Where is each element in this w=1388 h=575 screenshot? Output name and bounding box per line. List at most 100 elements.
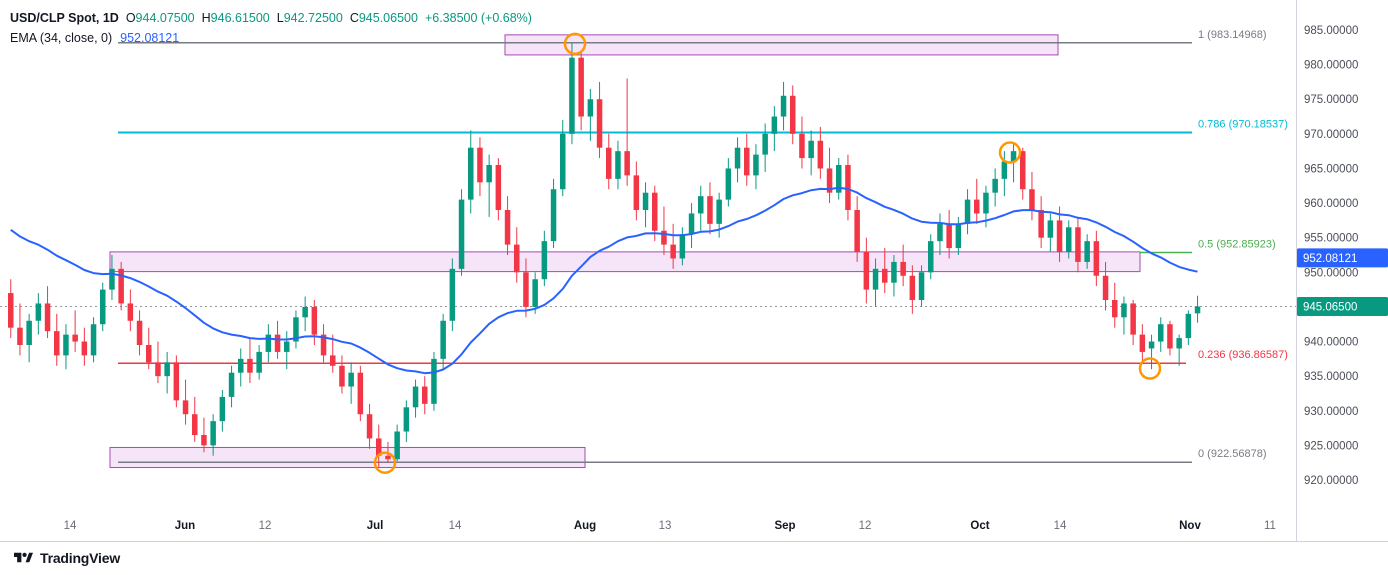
time-axis-day-label: 12 [259,520,272,532]
candle [753,144,759,190]
candle [403,400,410,442]
candle [17,303,23,356]
candle [90,317,97,363]
ema-indicator-label[interactable]: EMA (34, close, 0) [10,31,113,45]
candle [909,265,916,314]
circle-marker[interactable] [998,141,1022,164]
price-zone-rectangle[interactable] [109,446,586,469]
price-axis[interactable]: 985.00000 980.00000 975.00000 970.00000 965.… [1296,0,1388,541]
candle [817,126,824,179]
candle [1066,220,1072,259]
candle [468,130,474,214]
candle [247,338,253,384]
circle-marker[interactable] [563,32,587,56]
candle [357,365,364,422]
candle [320,324,327,363]
candle [569,42,575,145]
price-tick-label: 950.00000 [1304,267,1358,279]
candle [679,227,686,266]
candle [872,258,879,307]
candle [136,310,143,356]
price-tick-label: 925.00000 [1304,440,1358,452]
price-tick-label: 980.00000 [1304,60,1358,72]
candle [762,123,768,172]
time-axis-month-label: Jun [175,520,195,532]
candle [808,130,814,176]
time-axis-month-label: Oct [970,520,989,532]
candle [550,178,557,249]
candle [265,324,272,363]
ema-line-layer [10,186,1198,375]
low-value: 942.72500 [283,11,343,25]
candle [937,213,943,255]
time-axis-day-label: 11 [1264,520,1276,532]
price-zone-rectangle[interactable] [504,34,1059,56]
candle [164,351,170,394]
candle [127,289,134,332]
candle [1047,213,1054,252]
chart-area: 1 (983.14968) 0.786 (970.18537) 0.5 (952.8… [0,0,1388,541]
time-axis-day-label: 13 [659,520,672,532]
candle [35,293,42,335]
candle [449,258,456,332]
price-tick-label: 970.00000 [1304,129,1358,141]
candle [1121,296,1127,335]
candle [109,254,115,300]
time-axis[interactable]: 14 Jun 12 Jul 14 Aug 13 Sep 12 Oct 14 Nov 11 [64,520,1276,532]
ema-line[interactable] [10,186,1198,375]
candle [532,272,538,314]
price-badge: 945.06500 [1297,296,1388,316]
candle [955,216,962,255]
candle [54,313,60,366]
price-tick-label: 975.00000 [1304,94,1358,106]
circle-marker[interactable] [373,451,397,474]
candle [63,324,69,370]
candle [1084,234,1090,269]
candle [1176,334,1182,366]
candle [431,351,437,411]
candle [670,223,676,269]
open-value: 944.07500 [135,11,195,25]
candle [330,334,336,373]
candle [596,81,603,159]
candles-layer [8,42,1201,468]
tradingview-brand-text[interactable]: TradingView [40,550,121,566]
fib-labels-layer: 1 (983.14968) 0.786 (970.18537) 0.5 (952.8… [1198,29,1288,460]
candle [900,244,906,287]
svg-text:945.06500: 945.06500 [1303,301,1357,313]
footer-bar: TradingView [0,541,1388,574]
ema-indicator-value: 952.08121 [120,31,180,45]
candle [661,206,667,255]
candle [946,209,952,259]
candle [173,355,180,408]
candle [836,158,842,200]
candle [688,203,695,249]
candle [81,327,88,366]
candle [882,248,888,294]
candle [642,182,649,228]
low-label: L [276,11,284,25]
candle [201,417,207,453]
candle [302,296,308,332]
candle [1075,216,1081,273]
candle [799,116,805,169]
zones-layer [109,34,1141,469]
candle [311,299,318,345]
markers-layer [373,32,1162,474]
svg-text:952.08121: 952.08121 [1303,253,1357,265]
price-tick-label: 940.00000 [1304,337,1358,349]
candle [928,234,934,280]
symbol-title[interactable]: USD/CLP Spot, 1D [10,11,119,25]
candle [560,119,566,197]
circle-marker[interactable] [1138,357,1162,380]
price-zone-rectangle[interactable] [109,251,1141,273]
tradingview-logo-icon[interactable] [14,550,33,566]
candle [504,196,511,255]
candle [964,189,971,235]
time-axis-month-label: Aug [574,520,596,532]
candle [72,310,78,352]
chart-pane[interactable]: 1 (983.14968) 0.786 (970.18537) 0.5 (952.8… [0,0,1388,541]
candle [1167,320,1173,356]
price-tick-label: 960.00000 [1304,198,1358,210]
candle [974,178,980,224]
